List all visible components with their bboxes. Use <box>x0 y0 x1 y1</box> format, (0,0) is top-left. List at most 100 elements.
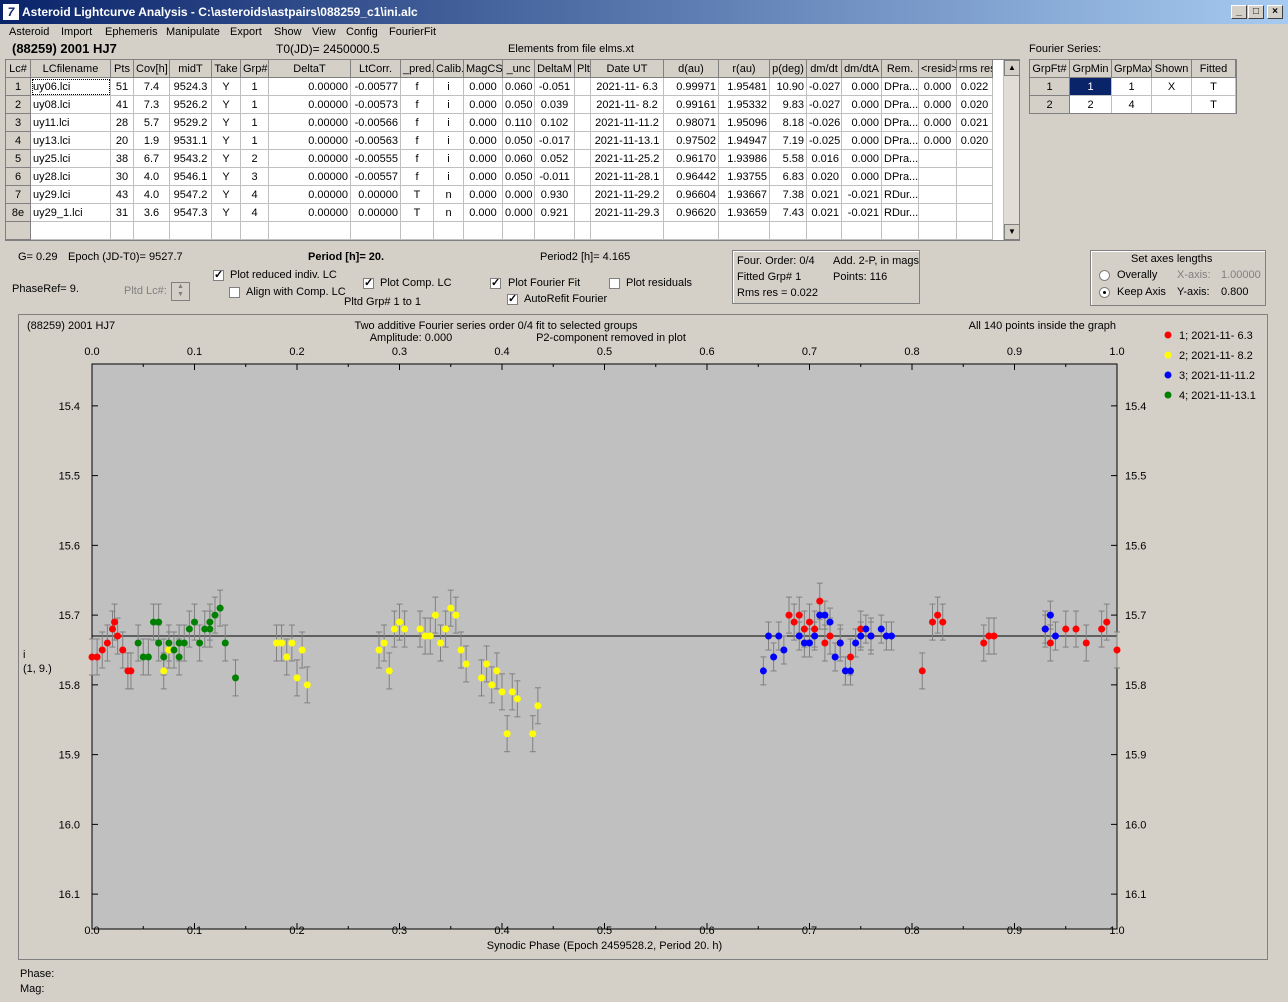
lc-cell[interactable]: uy29_1.lci <box>31 204 111 222</box>
lc-cell[interactable]: Y <box>212 204 241 222</box>
lc-cell[interactable]: i <box>434 168 464 186</box>
lc-row-header[interactable] <box>6 222 31 240</box>
fourier-row-header[interactable]: 2 <box>1030 96 1070 113</box>
lc-cell[interactable]: 2021-11-25.2 <box>591 150 664 168</box>
lc-cell[interactable]: 51 <box>111 78 134 96</box>
lc-cell[interactable]: 31 <box>111 204 134 222</box>
lc-cell[interactable]: 9529.2 <box>170 114 212 132</box>
scroll-up-icon[interactable]: ▲ <box>1004 60 1020 76</box>
lc-cell[interactable]: 0.000 <box>464 78 503 96</box>
lc-col-header[interactable]: r(au) <box>719 60 770 78</box>
lc-col-header[interactable]: Calib. <box>434 60 464 78</box>
lc-cell[interactable]: 9543.2 <box>170 150 212 168</box>
lc-cell[interactable]: DPra... <box>882 78 919 96</box>
lc-cell[interactable] <box>957 168 993 186</box>
lc-cell[interactable]: 30 <box>111 168 134 186</box>
lc-cell[interactable]: f <box>401 78 434 96</box>
lc-cell[interactable]: 0.021 <box>957 114 993 132</box>
lc-cell[interactable]: Y <box>212 96 241 114</box>
lc-cell[interactable]: 0.020 <box>957 132 993 150</box>
menu-view[interactable]: View <box>312 26 336 38</box>
lc-cell[interactable]: 0.020 <box>957 96 993 114</box>
lc-cell[interactable] <box>919 150 957 168</box>
lc-cell[interactable]: 0.060 <box>503 150 535 168</box>
lc-cell[interactable] <box>957 186 993 204</box>
lc-cell[interactable]: uy06.lci <box>31 78 111 96</box>
lc-cell[interactable]: -0.027 <box>807 96 842 114</box>
lc-row-header[interactable]: 4 <box>6 132 31 150</box>
lc-cell[interactable]: f <box>401 150 434 168</box>
lc-cell[interactable]: -0.027 <box>807 78 842 96</box>
menu-asteroid[interactable]: Asteroid <box>9 26 50 38</box>
lc-cell[interactable]: i <box>434 78 464 96</box>
lc-cell[interactable]: 2021-11-11.2 <box>591 114 664 132</box>
lc-cell[interactable]: 0.022 <box>957 78 993 96</box>
lc-cell[interactable]: i <box>434 96 464 114</box>
fourier-col-header[interactable]: Fitted <box>1192 60 1236 78</box>
lc-cell[interactable]: 9547.2 <box>170 186 212 204</box>
fourier-cell[interactable]: T <box>1192 96 1236 113</box>
menu-show[interactable]: Show <box>274 26 302 38</box>
lc-cell[interactable]: 0.000 <box>842 114 882 132</box>
period-value[interactable]: Period [h]= 20. <box>308 251 385 263</box>
lc-cell[interactable]: 1.94947 <box>719 132 770 150</box>
lc-cell[interactable]: 2 <box>241 150 269 168</box>
lc-cell[interactable] <box>719 222 770 240</box>
lc-col-header[interactable]: Plt <box>575 60 591 78</box>
lc-row-header[interactable]: 6 <box>6 168 31 186</box>
lc-cell[interactable]: 0.000 <box>464 114 503 132</box>
lc-cell[interactable]: 7.19 <box>770 132 807 150</box>
lc-cell[interactable] <box>957 204 993 222</box>
lc-cell[interactable]: 4.0 <box>134 168 170 186</box>
lc-cell[interactable] <box>919 168 957 186</box>
lc-cell[interactable]: 1.95481 <box>719 78 770 96</box>
lc-cell[interactable]: 0.96442 <box>664 168 719 186</box>
lc-cell[interactable]: 0.020 <box>807 168 842 186</box>
fourier-row-header[interactable]: 1 <box>1030 78 1070 96</box>
lc-col-header[interactable]: Lc# <box>6 60 31 78</box>
menu-ephemeris[interactable]: Ephemeris <box>105 26 158 38</box>
lc-cell[interactable]: 0.96604 <box>664 186 719 204</box>
plot-fourier-checkbox[interactable]: ✓ <box>490 277 501 289</box>
lc-cell[interactable]: 0.00000 <box>269 168 351 186</box>
lc-cell[interactable]: 4 <box>241 204 269 222</box>
lc-col-header[interactable]: Pts <box>111 60 134 78</box>
lc-cell[interactable]: uy29.lci <box>31 186 111 204</box>
lc-cell[interactable]: 0.96170 <box>664 150 719 168</box>
lc-cell[interactable]: f <box>401 132 434 150</box>
lc-cell[interactable]: 9547.3 <box>170 204 212 222</box>
lc-cell[interactable]: 1.93986 <box>719 150 770 168</box>
lc-cell[interactable]: 0.050 <box>503 168 535 186</box>
lc-cell[interactable]: n <box>434 204 464 222</box>
lc-row-header[interactable]: 8e <box>6 204 31 222</box>
lc-cell[interactable]: 7.3 <box>134 96 170 114</box>
autorefit-checkbox[interactable]: ✓ <box>507 293 518 305</box>
lc-cell[interactable] <box>575 222 591 240</box>
lc-cell[interactable]: 7.43 <box>770 204 807 222</box>
lc-cell[interactable]: 4 <box>241 186 269 204</box>
lc-cell[interactable] <box>351 222 401 240</box>
lc-cell[interactable]: 10.90 <box>770 78 807 96</box>
lc-col-header[interactable]: Cov[h] <box>134 60 170 78</box>
fourier-series-table[interactable]: GrpFt# GrpMin GrpMax Shown Fitted 1 1 1 X T 2 2 4 T <box>1029 59 1237 114</box>
lc-cell[interactable] <box>503 222 535 240</box>
lc-cell[interactable]: Y <box>212 150 241 168</box>
lc-cell[interactable]: 28 <box>111 114 134 132</box>
lc-cell[interactable]: i <box>434 114 464 132</box>
lc-cell[interactable] <box>807 222 842 240</box>
lc-cell[interactable]: uy08.lci <box>31 96 111 114</box>
maximize-button[interactable]: □ <box>1248 5 1264 19</box>
keep-axis-radio[interactable] <box>1099 287 1110 298</box>
menu-config[interactable]: Config <box>346 26 378 38</box>
lc-cell[interactable]: 0.00000 <box>269 150 351 168</box>
lc-cell[interactable] <box>434 222 464 240</box>
lc-cell[interactable]: uy25.lci <box>31 150 111 168</box>
lc-col-header[interactable]: LtCorr. <box>351 60 401 78</box>
period2-value[interactable]: Period2 [h]= 4.165 <box>540 251 631 263</box>
lc-cell[interactable]: uy28.lci <box>31 168 111 186</box>
lc-col-header[interactable]: midT <box>170 60 212 78</box>
lc-cell[interactable]: 0.00000 <box>269 186 351 204</box>
pltd-lc-spinner[interactable]: ▲ ▼ <box>171 282 190 301</box>
lc-cell[interactable] <box>591 222 664 240</box>
lc-cell[interactable]: -0.011 <box>535 168 575 186</box>
